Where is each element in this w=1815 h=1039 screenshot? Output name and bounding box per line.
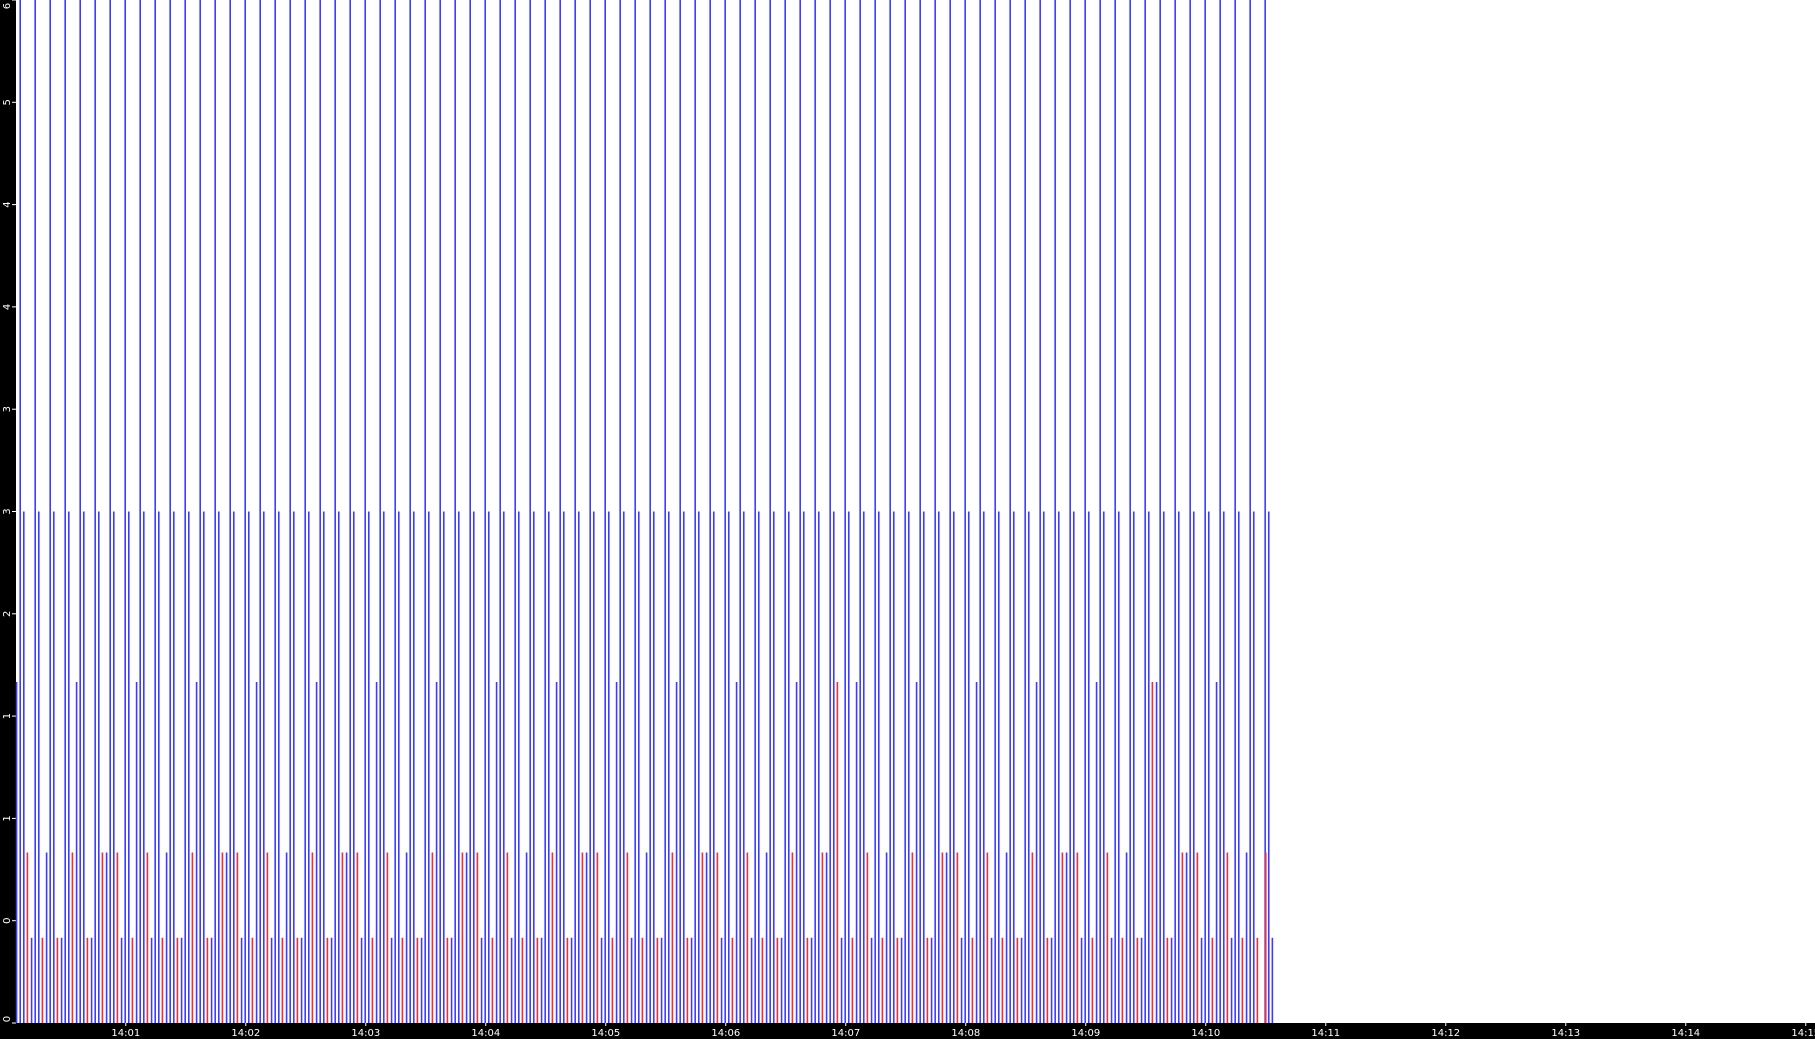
y-tick-label: 5: [2, 99, 13, 105]
x-tick-label: 14:01: [111, 1028, 140, 1039]
y-tick-label: 1: [2, 713, 13, 719]
x-tick-label: 14:02: [231, 1028, 260, 1039]
x-tick-label: 14:11: [1311, 1028, 1340, 1039]
x-tick-label: 14:13: [1551, 1028, 1580, 1039]
y-tick-label: 1: [2, 815, 13, 821]
x-tick-label: 14:15: [1791, 1028, 1815, 1039]
y-tick-label: 3: [2, 508, 13, 514]
x-tick-label: 14:08: [951, 1028, 980, 1039]
y-tick-label: 6: [2, 3, 13, 9]
y-tick-label: 2: [2, 611, 13, 617]
y-tick-label: 4: [2, 304, 13, 310]
y-tick-label: 0: [2, 918, 13, 924]
x-tick-label: 14:04: [471, 1028, 500, 1039]
x-tick-label: 14:12: [1431, 1028, 1460, 1039]
x-tick-label: 14:06: [711, 1028, 740, 1039]
x-tick-label: 14:07: [831, 1028, 860, 1039]
x-tick-label: 14:14: [1671, 1028, 1700, 1039]
y-tick-label: 4: [2, 201, 13, 207]
x-tick-label: 14:05: [591, 1028, 620, 1039]
y-tick-label: 0: [2, 1016, 13, 1022]
y-tick-label: 3: [2, 406, 13, 412]
x-tick-label: 14:09: [1071, 1028, 1100, 1039]
x-tick-label: 14:10: [1191, 1028, 1220, 1039]
x-tick-label: 14:03: [351, 1028, 380, 1039]
